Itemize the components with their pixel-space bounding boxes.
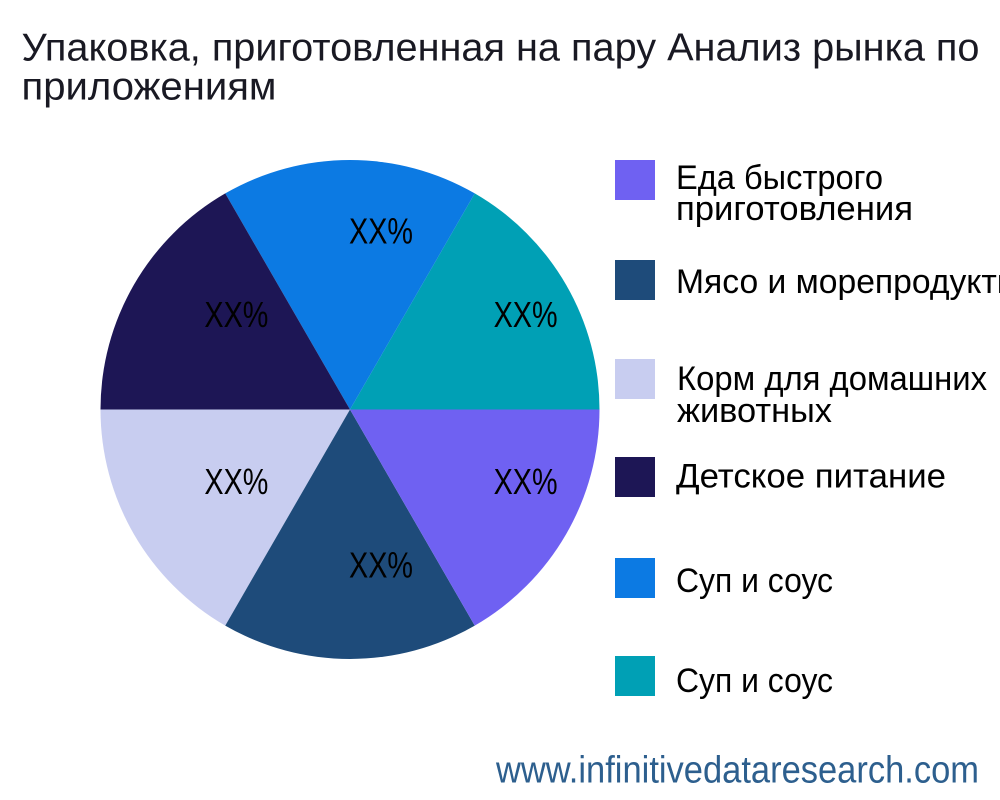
svg-text:XX%: XX% xyxy=(494,294,558,335)
svg-text:Суп и соус: Суп и соус xyxy=(676,562,833,600)
svg-text:приложениям: приложениям xyxy=(22,66,277,109)
svg-text:Суп и соус: Суп и соус xyxy=(676,662,833,700)
svg-text:XX%: XX% xyxy=(204,461,268,502)
svg-text:www.infinitivedataresearch.com: www.infinitivedataresearch.com xyxy=(495,750,979,792)
svg-text:XX%: XX% xyxy=(494,461,558,502)
svg-text:XX%: XX% xyxy=(349,211,413,252)
svg-text:Упаковка, приготовленная на па: Упаковка, приготовленная на пару Анализ … xyxy=(22,27,980,70)
svg-text:Еда быстрого: Еда быстрого xyxy=(676,159,883,197)
svg-text:Детское питание: Детское питание xyxy=(676,458,946,496)
svg-text:XX%: XX% xyxy=(204,294,268,335)
svg-text:Корм для домашних: Корм для домашних xyxy=(677,360,987,398)
svg-text:Мясо и морепродукты: Мясо и морепродукты xyxy=(676,263,1000,301)
svg-text:приготовления: приготовления xyxy=(676,190,913,228)
svg-text:животных: животных xyxy=(677,392,832,430)
svg-text:XX%: XX% xyxy=(349,545,413,586)
